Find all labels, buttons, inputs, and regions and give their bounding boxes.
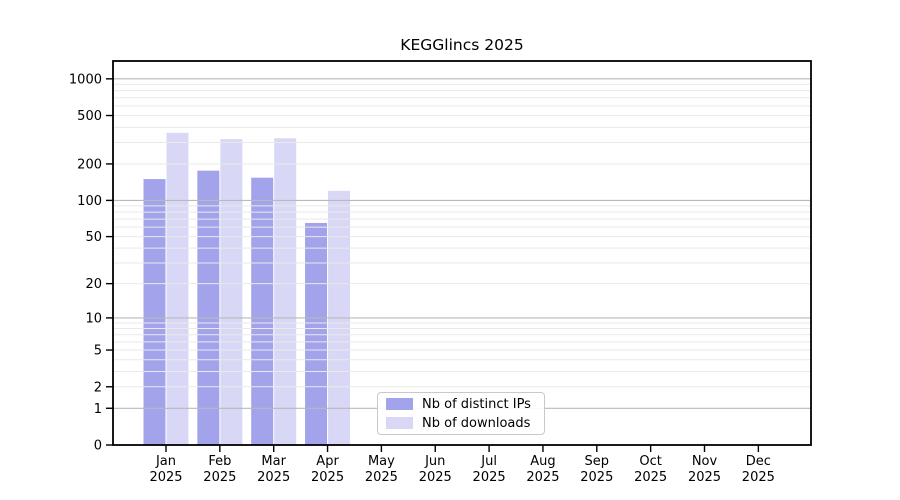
- x-tick-label-year: 2025: [742, 470, 775, 485]
- x-tick-label-month: Oct: [639, 454, 661, 469]
- x-tick-label-year: 2025: [365, 470, 398, 485]
- x-tick-label-year: 2025: [473, 470, 506, 485]
- y-tick-label: 0: [94, 439, 102, 454]
- x-tick-label-month: Jun: [424, 454, 445, 469]
- x-tick-label-month: Nov: [692, 454, 718, 469]
- minor-gridlines: [113, 83, 811, 388]
- x-tick-label-month: Mar: [261, 454, 286, 469]
- y-tick-label: 2: [94, 380, 102, 395]
- x-tick-label-year: 2025: [311, 470, 344, 485]
- y-tick-label: 1000: [69, 72, 102, 87]
- bars-group: [143, 132, 351, 445]
- x-tick-label-year: 2025: [149, 470, 182, 485]
- bar-ips-mar: [251, 177, 274, 445]
- x-tick-label-month: Dec: [746, 454, 771, 469]
- y-axis: 0 1 2 5 10 20 50 100 200 500 1000: [69, 72, 113, 454]
- legend-row-downloads: Nb of downloads: [386, 416, 544, 431]
- legend-swatch-distinct-ips-icon: [386, 398, 413, 410]
- legend-row-distinct-ips: Nb of distinct IPs: [386, 397, 544, 412]
- x-tick-label-year: 2025: [203, 470, 236, 485]
- x-tick-label-year: 2025: [580, 470, 613, 485]
- y-tick-label: 20: [85, 277, 102, 292]
- x-tick-label-month: Apr: [316, 454, 339, 469]
- x-tick-label-month: Sep: [585, 454, 610, 469]
- y-tick-label: 50: [85, 230, 102, 245]
- bar-ips-apr: [305, 222, 328, 445]
- plot-frame: [112, 60, 812, 446]
- x-tick-label-month: Jul: [480, 454, 497, 469]
- chart-title: KEGGlincs 2025: [400, 36, 524, 54]
- legend-label-distinct-ips: Nb of distinct IPs: [422, 396, 531, 412]
- y-tick-label: 100: [77, 194, 102, 209]
- y-tick-label: 200: [77, 157, 102, 172]
- bar-ips-jan: [143, 179, 166, 445]
- x-axis: Jan2025Feb2025Mar2025Apr2025May2025Jun20…: [149, 445, 775, 485]
- legend: Nb of distinct IPs Nb of downloads: [377, 392, 545, 435]
- x-tick-label-month: Aug: [530, 454, 555, 469]
- y-tick-label: 1: [94, 402, 102, 417]
- legend-label-downloads: Nb of downloads: [422, 415, 531, 431]
- x-tick-label-month: May: [368, 454, 395, 469]
- y-tick-label: 10: [85, 311, 102, 326]
- legend-swatch-downloads-icon: [386, 417, 413, 429]
- x-tick-label-month: Feb: [208, 454, 231, 469]
- x-tick-label-year: 2025: [257, 470, 290, 485]
- bar-downloads-feb: [220, 139, 243, 445]
- x-tick-label-year: 2025: [634, 470, 667, 485]
- x-tick-label-year: 2025: [419, 470, 452, 485]
- x-tick-label-year: 2025: [688, 470, 721, 485]
- x-tick-label-month: Jan: [155, 454, 176, 469]
- bar-downloads-mar: [274, 138, 297, 445]
- bar-ips-feb: [197, 170, 220, 445]
- bar-downloads-jan: [166, 132, 189, 445]
- y-tick-label: 500: [77, 109, 102, 124]
- x-tick-label-year: 2025: [526, 470, 559, 485]
- y-tick-label: 5: [94, 344, 102, 359]
